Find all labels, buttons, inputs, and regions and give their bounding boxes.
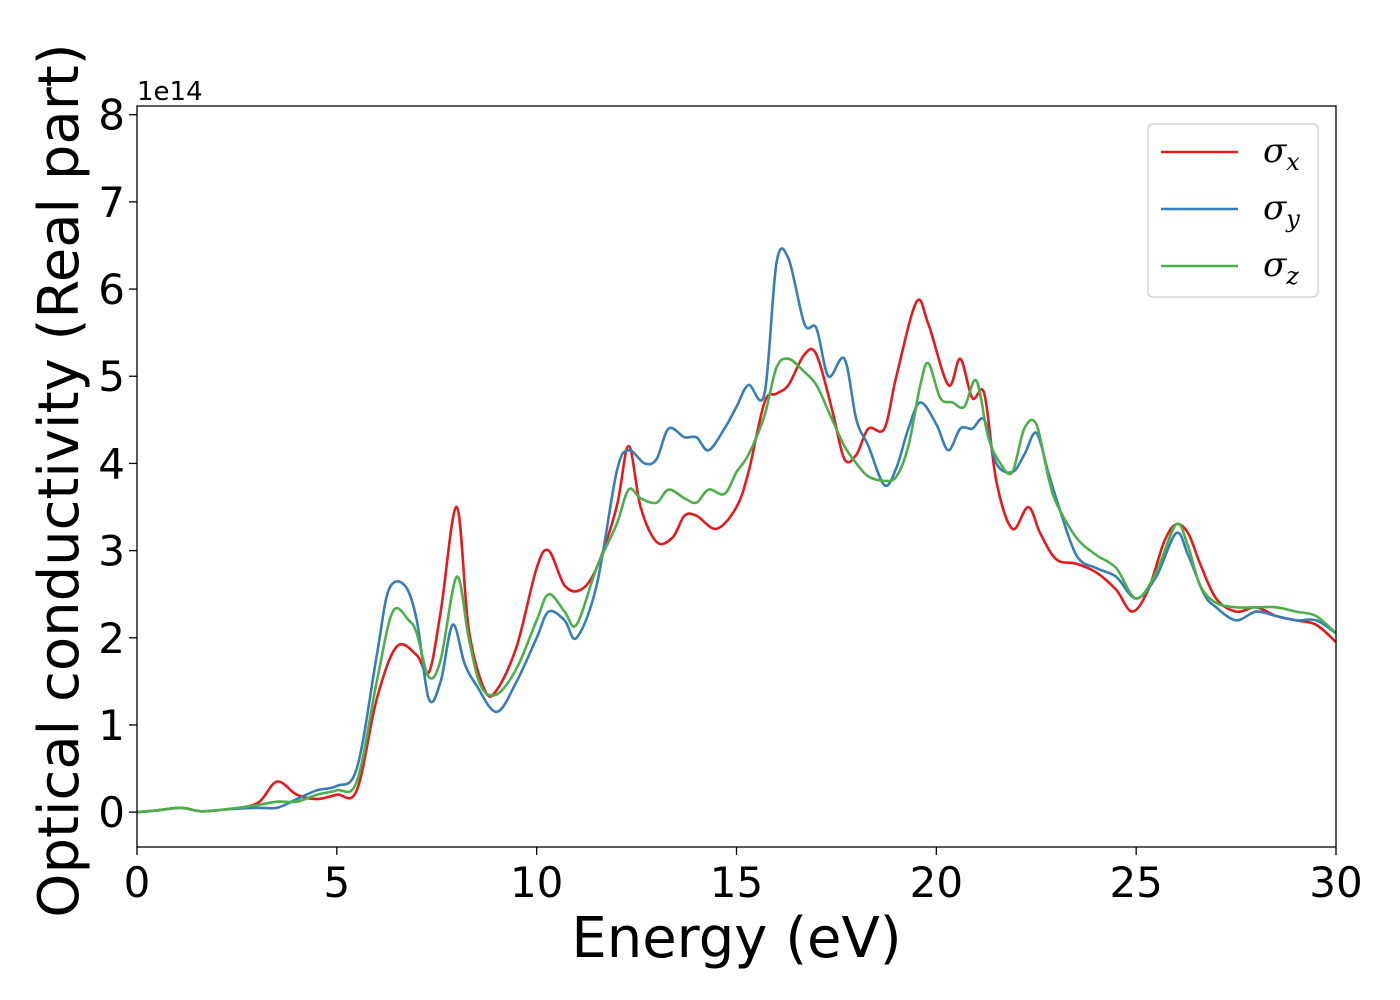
y-tick-label: 5 (98, 352, 125, 401)
series-line-z (136, 357, 1337, 814)
y-tick-label: 4 (98, 439, 125, 488)
x-axis-label: Energy (eV) (571, 906, 901, 971)
legend: σx σy σz (1147, 123, 1319, 298)
x-tick-label: 15 (710, 858, 763, 907)
legend-label-z: σz (1263, 245, 1299, 290)
x-axis-ticks: 0 5 10 15 20 25 30 (124, 847, 1363, 907)
plot-area-frame (136, 105, 1337, 848)
legend-label-x: σx (1263, 131, 1300, 176)
series-layer (136, 247, 1337, 814)
y-tick-label: 6 (98, 265, 125, 314)
x-tick-label: 10 (510, 858, 563, 907)
y-tick-label: 2 (98, 614, 125, 663)
y-tick-label: 8 (98, 91, 125, 140)
x-tick-label: 20 (910, 858, 963, 907)
y-axis-label: Optical conductivity (Real part) (27, 43, 92, 917)
x-tick-label: 0 (124, 858, 151, 907)
series-line-x (136, 298, 1337, 814)
legend-box (1147, 123, 1319, 298)
y-tick-label: 3 (98, 527, 125, 576)
legend-label-y: σy (1263, 188, 1300, 233)
y-axis-offset-label: 1e14 (137, 77, 203, 107)
x-tick-label: 5 (323, 858, 350, 907)
y-tick-label: 7 (98, 178, 125, 227)
series-line-y (136, 247, 1337, 814)
y-axis-ticks: 0 1 2 3 4 5 6 7 8 (98, 91, 137, 837)
x-tick-label: 30 (1309, 858, 1362, 907)
x-tick-label: 25 (1109, 858, 1162, 907)
y-tick-label: 1 (98, 701, 125, 750)
y-tick-label: 0 (98, 788, 125, 837)
